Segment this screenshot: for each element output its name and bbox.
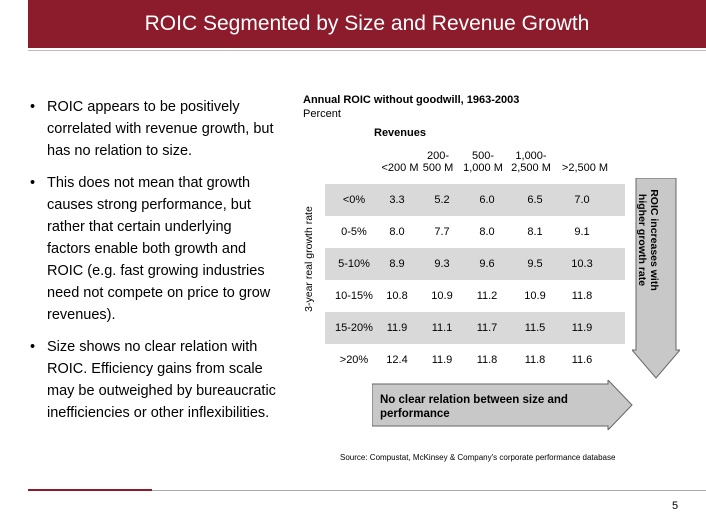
table-cell: 11.5 <box>524 322 546 334</box>
table-cell: 7.0 <box>574 194 590 206</box>
column-header: 200- 500 M <box>416 150 460 174</box>
column-header-line1: 200- <box>426 150 450 162</box>
table-row: 0-5% 8.0 7.7 8.0 8.1 9.1 <box>325 216 625 248</box>
column-header: 1,000- 2,500 M <box>506 150 556 174</box>
table-row: >20% 12.4 11.9 11.8 11.8 11.6 <box>325 344 625 376</box>
table-cell: 9.1 <box>574 226 590 238</box>
table-cell: 6.5 <box>527 194 543 206</box>
title-bar: ROIC Segmented by Size and Revenue Growt… <box>28 0 706 48</box>
table-cell: 9.5 <box>527 258 543 270</box>
title-divider <box>28 50 706 51</box>
down-arrow-label: ROIC increases with higher growth rate <box>636 189 660 291</box>
table-row: <0% 3.3 5.2 6.0 6.5 7.0 <box>325 184 625 216</box>
bullet-text: This does not mean that growth causes st… <box>47 175 271 323</box>
table-cell: 11.7 <box>476 322 498 334</box>
table-cell: 11.9 <box>386 322 408 334</box>
column-header: >2,500 M <box>556 150 614 174</box>
footer-accent-line <box>28 489 152 491</box>
bullet-dot: • <box>30 99 36 115</box>
revenues-label: Revenues <box>374 127 426 139</box>
row-label: <0% <box>342 194 366 206</box>
table-cell: 11.9 <box>431 354 453 366</box>
table-cell: 8.1 <box>527 226 543 238</box>
table-cell: 8.0 <box>389 226 405 238</box>
table-row: 15-20% 11.9 11.1 11.7 11.5 11.9 <box>325 312 625 344</box>
row-label: >20% <box>339 354 369 366</box>
table-cell: 8.9 <box>389 258 405 270</box>
table-cell: 7.7 <box>434 226 450 238</box>
table-cell: 12.4 <box>386 354 408 366</box>
column-header: <200 M <box>372 150 428 174</box>
table-cell: 9.3 <box>434 258 450 270</box>
bullet-dot: • <box>30 175 36 191</box>
column-header-line2: 1,000 M <box>463 162 503 174</box>
row-label: 5-10% <box>338 258 370 270</box>
table-cell: 10.9 <box>431 290 453 302</box>
row-label: 0-5% <box>341 226 367 238</box>
bullet-dot: • <box>30 339 36 355</box>
column-header-line2: >2,500 M <box>561 162 609 174</box>
table-cell: 10.8 <box>386 290 408 302</box>
bullet-text: ROIC appears to be positively correlated… <box>47 99 274 159</box>
table-cell: 8.0 <box>479 226 495 238</box>
page-number: 5 <box>672 500 679 512</box>
chart-subtitle: Percent <box>303 108 341 120</box>
column-header-line1: 500- <box>471 150 495 162</box>
row-label: 10-15% <box>335 290 373 302</box>
column-header-line1: 1,000- <box>515 150 547 162</box>
source-note: Source: Compustat, McKinsey & Company's … <box>340 453 616 462</box>
roic-table: <0% 3.3 5.2 6.0 6.5 7.0 0-5% 8.0 7.7 8.0… <box>325 180 625 380</box>
bullet-item: • This does not mean that growth causes s… <box>28 172 278 326</box>
table-row: 5-10% 8.9 9.3 9.6 9.5 10.3 <box>325 248 625 280</box>
bullet-item: • ROIC appears to be positively correlate… <box>28 96 278 162</box>
table-row: 10-15% 10.8 10.9 11.2 10.9 11.8 <box>325 280 625 312</box>
table-cell: 5.2 <box>434 194 450 206</box>
row-label: 15-20% <box>335 322 373 334</box>
right-arrow-label: No clear relation between size and perfo… <box>380 394 568 420</box>
footer-line <box>152 490 706 491</box>
column-header-line2: 2,500 M <box>511 162 551 174</box>
table-cell: 9.6 <box>479 258 495 270</box>
table-cell: 11.2 <box>476 290 498 302</box>
table-cell: 10.3 <box>571 258 593 270</box>
bullet-text: Size shows no clear relation with ROIC. … <box>47 339 276 421</box>
y-axis-label: 3-year real growth rate <box>303 206 315 312</box>
column-header-line2: <200 M <box>381 162 419 174</box>
table-cell: 11.8 <box>476 354 498 366</box>
chart-title: Annual ROIC without goodwill, 1963-2003 <box>303 94 520 106</box>
down-arrow-icon <box>632 178 680 379</box>
table-cell: 11.8 <box>524 354 546 366</box>
table-cell: 11.6 <box>571 354 593 366</box>
table-cell: 11.8 <box>571 290 593 302</box>
table-cell: 11.1 <box>431 322 453 334</box>
table-cell: 3.3 <box>389 194 405 206</box>
table-cell: 10.9 <box>524 290 546 302</box>
table-cell: 11.9 <box>571 322 593 334</box>
page-title: ROIC Segmented by Size and Revenue Growt… <box>144 12 590 35</box>
column-header: 500- 1,000 M <box>460 150 506 174</box>
bullet-item: • Size shows no clear relation with ROIC.… <box>28 336 278 424</box>
table-cell: 6.0 <box>479 194 495 206</box>
column-header-line2: 500 M <box>422 162 454 174</box>
bullet-list: • ROIC appears to be positively correlate… <box>28 96 278 434</box>
column-header-line1 <box>556 150 614 162</box>
right-arrow-icon <box>372 380 633 430</box>
